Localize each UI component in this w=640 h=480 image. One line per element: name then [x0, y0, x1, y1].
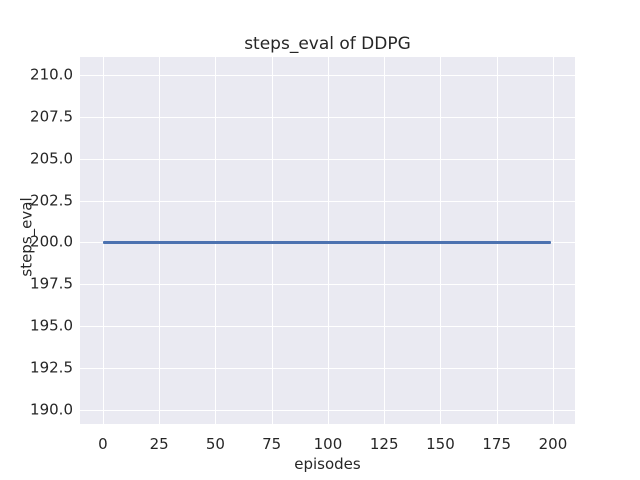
- x-axis-label: episodes: [294, 455, 361, 473]
- x-gridline: [271, 57, 273, 424]
- chart-title: steps_eval of DDPG: [244, 34, 411, 54]
- y-gridline: [80, 158, 575, 160]
- x-tick-label: 100: [313, 435, 343, 453]
- y-tick-label: 190.0: [30, 400, 73, 419]
- y-tick-label: 210.0: [30, 65, 73, 84]
- y-gridline: [80, 368, 575, 370]
- x-tick-label: 150: [426, 435, 455, 453]
- x-gridline: [496, 57, 498, 424]
- x-gridline: [159, 57, 161, 424]
- x-tick-label: 175: [482, 435, 512, 453]
- series-line-ddpg: [102, 241, 551, 244]
- y-tick-label: 205.0: [30, 149, 73, 168]
- y-tick-label: 192.5: [30, 358, 73, 377]
- y-gridline: [80, 74, 575, 76]
- y-gridline: [80, 326, 575, 328]
- y-tick-label: 200.0: [30, 232, 73, 251]
- x-tick-label: 0: [98, 435, 108, 453]
- x-tick-label: 200: [538, 435, 568, 453]
- y-gridline: [80, 284, 575, 286]
- plot-area: [80, 57, 575, 424]
- x-gridline: [384, 57, 386, 424]
- x-tick-label: 25: [149, 435, 169, 453]
- y-gridline: [80, 409, 575, 411]
- y-tick-label: 207.5: [30, 107, 73, 126]
- y-tick-label: 202.5: [30, 191, 73, 210]
- y-tick-label: 195.0: [30, 316, 73, 335]
- x-gridline: [440, 57, 442, 424]
- y-tick-label: 197.5: [30, 274, 73, 293]
- x-tick-label: 75: [262, 435, 282, 453]
- x-tick-label: 125: [369, 435, 399, 453]
- y-gridline: [80, 116, 575, 118]
- x-gridline: [552, 57, 554, 424]
- x-gridline: [327, 57, 329, 424]
- x-gridline: [102, 57, 104, 424]
- x-tick-label: 50: [205, 435, 225, 453]
- x-gridline: [215, 57, 217, 424]
- y-gridline: [80, 200, 575, 202]
